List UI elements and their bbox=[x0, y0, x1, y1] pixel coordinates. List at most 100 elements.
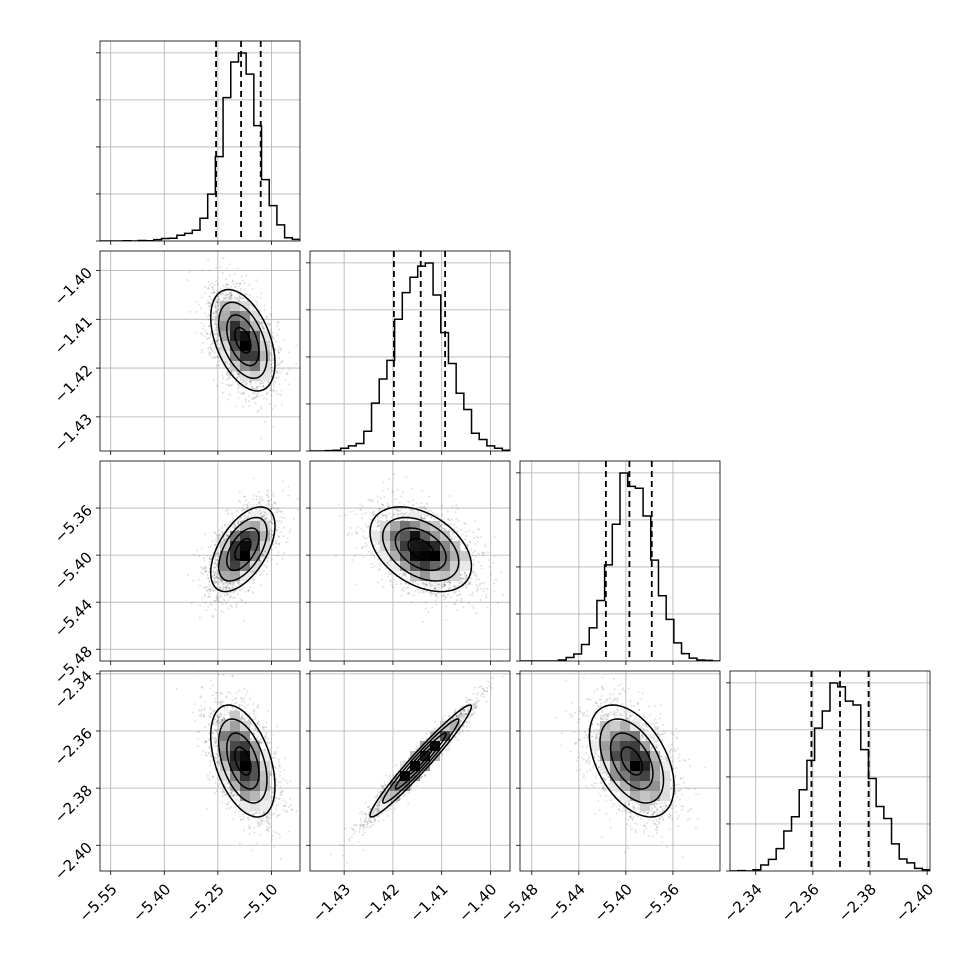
scatter-point bbox=[277, 321, 280, 324]
scatter-point bbox=[277, 554, 280, 557]
density-cell bbox=[220, 301, 230, 311]
scatter-point bbox=[207, 302, 210, 305]
scatter-point bbox=[209, 352, 212, 355]
scatter-point bbox=[270, 535, 273, 538]
scatter-point bbox=[232, 591, 235, 594]
scatter-point bbox=[207, 301, 210, 304]
scatter-point bbox=[268, 500, 271, 503]
scatter-point bbox=[217, 552, 220, 555]
scatter-point bbox=[277, 507, 280, 510]
scatter-point bbox=[277, 348, 280, 351]
scatter-point bbox=[227, 508, 230, 511]
scatter-point bbox=[241, 392, 244, 395]
scatter-point bbox=[212, 590, 215, 593]
scatter-point bbox=[266, 321, 269, 324]
scatter-point bbox=[208, 564, 211, 567]
scatter-point bbox=[214, 311, 217, 314]
scatter-point bbox=[274, 381, 277, 384]
scatter-point bbox=[280, 389, 283, 392]
scatter-point bbox=[207, 287, 210, 290]
scatter-point bbox=[270, 507, 273, 510]
scatter-point bbox=[223, 594, 226, 597]
scatter-point bbox=[214, 589, 217, 592]
scatter-point bbox=[215, 577, 218, 580]
scatter-point bbox=[247, 512, 250, 515]
scatter-point bbox=[254, 299, 257, 302]
scatter-point bbox=[270, 363, 273, 366]
scatter-point bbox=[260, 322, 263, 325]
scatter-point bbox=[275, 541, 278, 544]
scatter-point bbox=[247, 589, 250, 592]
scatter-point bbox=[237, 293, 240, 296]
scatter-point bbox=[189, 310, 192, 313]
scatter-point bbox=[255, 279, 258, 282]
scatter-point bbox=[288, 530, 291, 533]
density-cell bbox=[220, 341, 230, 351]
scatter-point bbox=[263, 550, 266, 553]
scatter-point bbox=[235, 377, 238, 380]
scatter-point bbox=[207, 577, 210, 580]
scatter-point bbox=[260, 321, 263, 324]
scatter-point bbox=[213, 351, 216, 354]
scatter-point bbox=[221, 530, 224, 533]
scatter-point bbox=[214, 328, 217, 331]
scatter-point bbox=[248, 510, 251, 513]
scatter-point bbox=[204, 602, 207, 605]
scatter-point bbox=[244, 590, 247, 593]
scatter-point bbox=[266, 559, 269, 562]
scatter-point bbox=[237, 371, 240, 374]
scatter-point bbox=[216, 324, 219, 327]
scatter-point bbox=[211, 350, 214, 353]
scatter-point bbox=[228, 375, 231, 378]
scatter-point bbox=[206, 574, 209, 577]
density-cell bbox=[240, 341, 250, 351]
scatter-point bbox=[203, 594, 206, 597]
scatter-point bbox=[225, 509, 228, 512]
scatter-point bbox=[246, 507, 249, 510]
scatter-point bbox=[195, 300, 198, 303]
scatter-point bbox=[216, 564, 219, 567]
scatter-point bbox=[260, 573, 263, 576]
scatter-point bbox=[215, 309, 218, 312]
scatter-point bbox=[214, 552, 217, 555]
scatter-point bbox=[208, 571, 211, 574]
scatter-point bbox=[275, 376, 278, 379]
scatter-point bbox=[258, 509, 261, 512]
scatter-point bbox=[287, 351, 290, 354]
scatter-point bbox=[225, 283, 228, 286]
scatter-point bbox=[261, 323, 264, 326]
scatter-point bbox=[231, 280, 234, 283]
scatter-point bbox=[229, 582, 232, 585]
contour-1-0-0 bbox=[234, 326, 252, 354]
scatter-point bbox=[194, 331, 197, 334]
scatter-point bbox=[275, 529, 278, 532]
scatter-point bbox=[200, 566, 203, 569]
panel-frame bbox=[99, 40, 301, 242]
scatter-point bbox=[262, 555, 265, 558]
scatter-point bbox=[222, 537, 225, 540]
scatter-point bbox=[226, 372, 229, 375]
scatter-point bbox=[228, 521, 231, 524]
scatter-point bbox=[213, 556, 216, 559]
scatter-point bbox=[202, 324, 205, 327]
scatter-point bbox=[239, 501, 242, 504]
scatter-point bbox=[226, 593, 229, 596]
scatter-point bbox=[279, 371, 282, 374]
scatter-point bbox=[226, 398, 229, 401]
scatter-point bbox=[218, 298, 221, 301]
scatter-point bbox=[218, 298, 221, 301]
scatter-point bbox=[272, 425, 275, 428]
scatter-point bbox=[214, 576, 217, 579]
scatter-point bbox=[214, 317, 217, 320]
scatter-point bbox=[229, 588, 232, 591]
scatter-point bbox=[209, 545, 212, 548]
scatter-point bbox=[260, 560, 263, 563]
scatter-point bbox=[220, 580, 223, 583]
scatter-point bbox=[210, 347, 213, 350]
scatter-point bbox=[267, 496, 270, 499]
scatter-point bbox=[260, 515, 263, 518]
scatter-point bbox=[214, 310, 217, 313]
scatter-point bbox=[210, 291, 213, 294]
scatter-point bbox=[227, 607, 230, 610]
scatter-point bbox=[230, 294, 233, 297]
